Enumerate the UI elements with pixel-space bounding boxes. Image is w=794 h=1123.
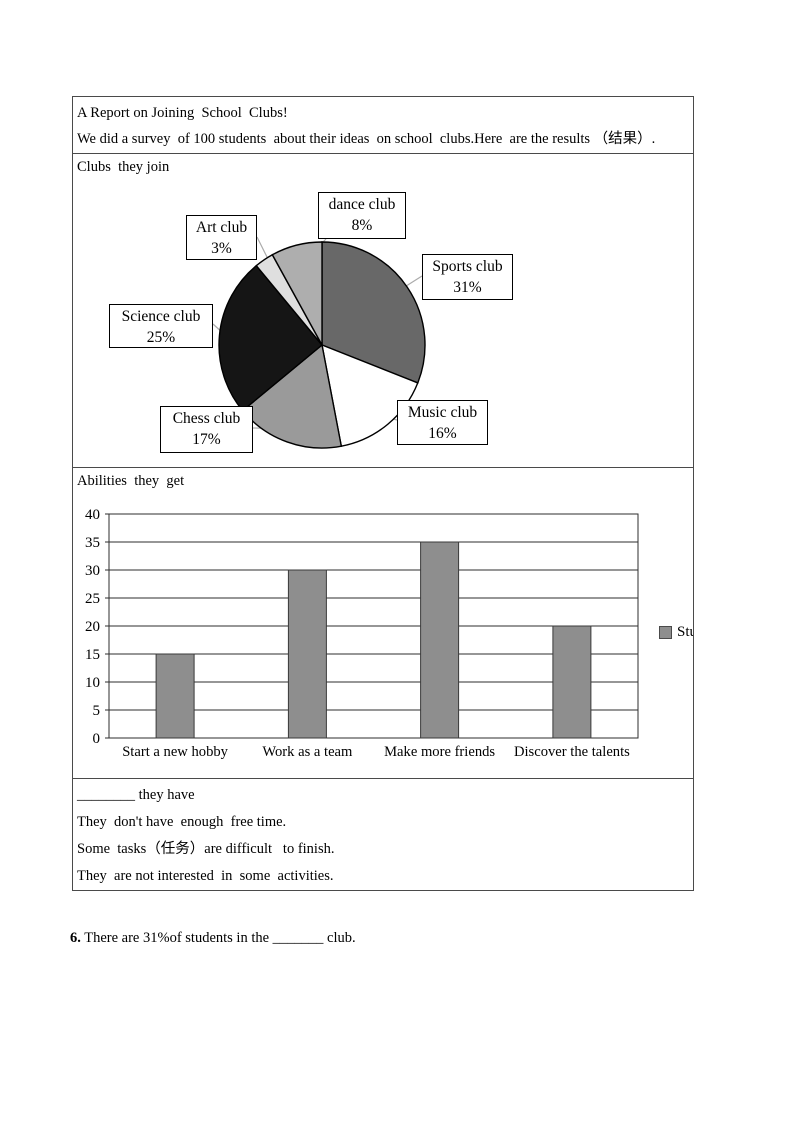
pie-callout-label: dance club [328, 196, 396, 213]
pie-chart-section: Clubs they join Sports club 31% Music club… [73, 153, 693, 467]
bar-start-a-new-hobby [155, 653, 195, 739]
pie-section-label: Clubs they join [77, 159, 170, 175]
legend-label: Stu [677, 624, 693, 640]
pie-slice-science-club [218, 264, 323, 412]
problems-section: ________ they have They don't have enoug… [73, 778, 693, 890]
pie-callout-value: 16% [428, 425, 457, 442]
pie-slice-music-club [321, 343, 419, 447]
bar-make-more-friends [420, 541, 460, 739]
problem-line-1: They don't have enough free time. [77, 814, 287, 830]
problem-line-3: They are not interested in some activiti… [77, 868, 334, 884]
pie-callout-art-club: Art club 3% [186, 215, 257, 260]
problems-heading: ________ they have [77, 787, 195, 803]
pie-leader-line-art-club [256, 236, 270, 262]
plot-border [108, 513, 639, 739]
pie-callout-music-club: Music club 16% [397, 400, 488, 445]
report-header-row: A Report on Joining School Clubs! We did… [73, 97, 693, 153]
pie-callout-value: 25% [146, 329, 176, 346]
category-label-make-more-friends: Make more friends [384, 744, 495, 760]
category-label-discover-the-talents: Discover the talents [514, 744, 630, 760]
pie-callout-label: Sports club [432, 258, 503, 275]
pie-callout-value: 17% [192, 431, 221, 448]
report-table: A Report on Joining School Clubs! We did… [72, 96, 694, 891]
problem-line-2: Some tasks（任务）are difficult to finish. [77, 841, 335, 857]
category-label-start-a-new-hobby: Start a new hobby [122, 744, 228, 760]
pie-chart [212, 236, 426, 449]
pie-slice-dance-club [271, 241, 323, 346]
question-6: 6. There are 31%of students in the _____… [70, 930, 356, 947]
y-tick-label-40: 40 [85, 507, 100, 523]
y-tick-label-35: 35 [85, 535, 100, 551]
y-tick-label-30: 30 [85, 563, 100, 579]
pie-callout-value: 3% [211, 240, 232, 257]
bar-legend: Stu [659, 624, 693, 641]
question-number: 6. [70, 930, 81, 946]
pie-callout-value: 31% [453, 279, 482, 296]
question-text: There are 31%of students in the _______ … [80, 930, 356, 946]
y-tick-label-20: 20 [85, 619, 100, 635]
pie-callout-sports-club: Sports club 31% [422, 254, 513, 300]
bar-discover-the-talents [552, 625, 592, 739]
report-intro: We did a survey of 100 students about th… [77, 131, 656, 147]
y-tick-label-0: 0 [93, 731, 101, 747]
report-title: A Report on Joining School Clubs! [77, 105, 288, 121]
y-tick-label-10: 10 [85, 675, 100, 691]
legend-marker-icon [659, 626, 672, 639]
category-label-work-as-a-team: Work as a team [262, 744, 353, 760]
pie-callout-value: 8% [351, 217, 373, 234]
pie-callout-label: Music club [407, 404, 478, 421]
pie-callout-label: Science club [121, 308, 201, 325]
bar-chart: 0 5 10 15 20 25 30 35 40 Start a new hobby Work as… [85, 507, 639, 760]
pie-callout-label: Art club [195, 219, 248, 236]
y-tick-label-15: 15 [85, 647, 100, 663]
pie-callout-chess-club: Chess club 17% [160, 406, 253, 453]
pie-callout-dance-club: dance club 8% [318, 192, 406, 239]
bar-chart-section: Abilities they get 0 5 10 15 20 25 30 35 40 Start… [73, 467, 693, 778]
pie-callout-science-club: Science club 25% [109, 304, 213, 348]
pie-slice-sports-club [321, 241, 426, 384]
bar-section-label: Abilities they get [77, 473, 185, 489]
y-tick-label-5: 5 [93, 703, 101, 719]
pie-callout-label: Chess club [172, 410, 241, 427]
y-tick-label-25: 25 [85, 591, 100, 607]
bar-work-as-a-team [287, 569, 327, 739]
